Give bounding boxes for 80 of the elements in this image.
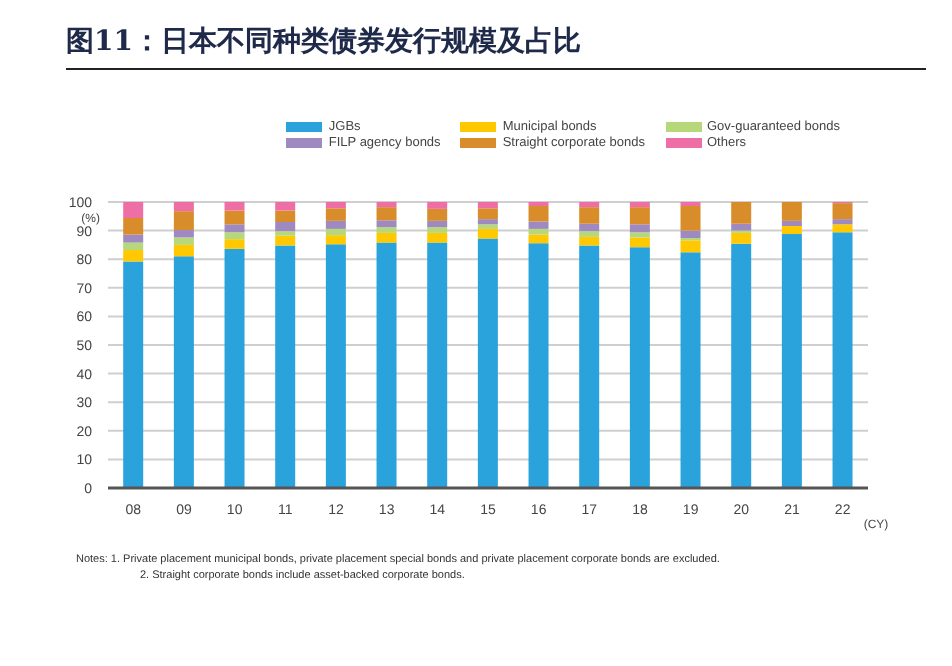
bar (579, 236, 600, 246)
bar (528, 234, 549, 244)
bar (477, 219, 498, 225)
bar (173, 237, 194, 245)
bar (275, 222, 296, 232)
bar (579, 223, 600, 232)
bar (325, 228, 346, 236)
bar (427, 227, 448, 233)
bar (477, 228, 498, 239)
bar (528, 206, 549, 222)
bar (224, 210, 245, 225)
bar (224, 239, 245, 249)
bar (427, 242, 448, 488)
bar (123, 202, 144, 219)
bar (629, 207, 650, 225)
bar (173, 211, 194, 231)
bar (224, 224, 245, 233)
bar (477, 208, 498, 220)
bar (325, 208, 346, 221)
bar (376, 207, 397, 221)
bar (123, 242, 144, 251)
bar (376, 202, 397, 208)
bar (376, 242, 397, 488)
bar (325, 244, 346, 488)
bar (781, 226, 802, 235)
bar (427, 220, 448, 228)
bar (579, 231, 600, 237)
bar (224, 248, 245, 488)
bar (832, 219, 853, 225)
bar (224, 232, 245, 240)
chart-title: 图11：日本不同种类债券发行规模及占比 (66, 24, 926, 70)
bar (680, 230, 701, 239)
bar (579, 245, 600, 488)
bar (325, 235, 346, 245)
bar (781, 202, 802, 221)
bar (427, 202, 448, 209)
bar (173, 230, 194, 238)
bar (629, 232, 650, 238)
bar (629, 237, 650, 248)
bar (275, 245, 296, 488)
bar (629, 247, 650, 488)
bar (173, 256, 194, 488)
bar (325, 202, 346, 209)
bar (680, 240, 701, 253)
bar (427, 208, 448, 221)
bar (173, 244, 194, 257)
bar (173, 202, 194, 212)
bar (477, 202, 498, 209)
bar (123, 261, 144, 488)
bar (123, 234, 144, 243)
bar (123, 250, 144, 262)
bar (579, 202, 600, 208)
bar (832, 203, 853, 220)
bar (832, 232, 853, 488)
bar (731, 223, 752, 231)
bar (275, 202, 296, 211)
bar (123, 218, 144, 235)
bar (528, 243, 549, 488)
bar (680, 252, 701, 488)
bar (629, 202, 650, 208)
bar (376, 220, 397, 228)
bar (477, 238, 498, 488)
bar (731, 202, 752, 224)
bar (427, 232, 448, 243)
bar (832, 224, 853, 233)
bar (629, 224, 650, 233)
bar (224, 202, 245, 211)
bar (528, 221, 549, 229)
bar (680, 206, 701, 231)
bar (528, 228, 549, 235)
bar (275, 235, 296, 246)
bar (325, 220, 346, 229)
bar (781, 234, 802, 488)
bar (731, 243, 752, 488)
bar (579, 207, 600, 224)
bar (731, 232, 752, 244)
bar (781, 220, 802, 227)
bar (275, 210, 296, 223)
bar (376, 232, 397, 243)
bar (376, 227, 397, 233)
